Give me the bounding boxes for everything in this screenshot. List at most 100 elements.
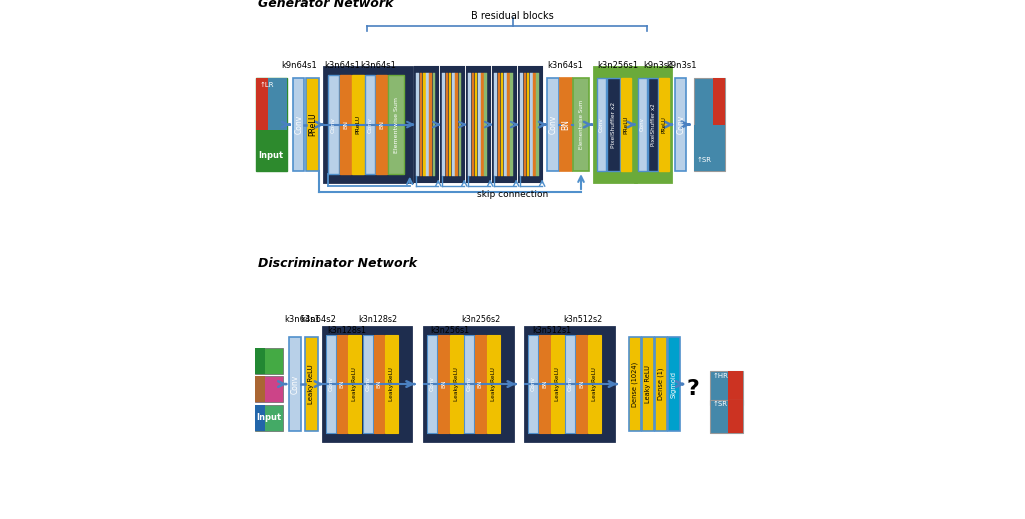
Text: ↑LR: ↑LR [259, 82, 275, 88]
Text: k3n64s1: k3n64s1 [324, 61, 360, 70]
Bar [607, 78, 620, 171]
Text: Leaky ReLU: Leaky ReLU [645, 365, 651, 403]
Text: PReLU: PReLU [308, 113, 317, 136]
Bar [348, 335, 362, 433]
Bar [468, 73, 470, 176]
Text: Conv: Conv [294, 115, 303, 134]
Text: ↑HR: ↑HR [712, 373, 728, 379]
Bar [324, 67, 412, 182]
Bar [597, 78, 606, 171]
Bar [485, 73, 487, 176]
Bar [449, 73, 451, 176]
Text: Conv: Conv [429, 377, 435, 391]
Text: Dense (1): Dense (1) [658, 368, 664, 400]
Bar [339, 75, 352, 174]
Bar [533, 73, 536, 176]
Text: PReLU: PReLU [661, 116, 666, 133]
Bar [289, 337, 300, 431]
Bar [304, 337, 318, 431]
Bar [674, 78, 687, 171]
Text: BN: BN [542, 380, 547, 388]
Bar [493, 67, 517, 182]
Text: k3n512s2: k3n512s2 [563, 316, 603, 324]
Bar [452, 73, 455, 176]
Text: BN: BN [441, 380, 446, 388]
Bar [709, 400, 743, 433]
Bar [712, 78, 726, 171]
Bar [694, 78, 726, 171]
Bar [478, 73, 481, 176]
Text: BN: BN [379, 120, 384, 129]
Text: PixelShuffler x2: PixelShuffler x2 [611, 102, 616, 147]
Text: Elementwise Sum: Elementwise Sum [578, 100, 583, 149]
Text: k9n3s1: k9n3s1 [643, 61, 673, 70]
Bar [254, 405, 283, 431]
Text: k3n128s1: k3n128s1 [327, 326, 366, 335]
Bar [450, 335, 462, 433]
Text: k9n3s1: k9n3s1 [666, 61, 696, 70]
Text: Input: Input [258, 151, 284, 160]
Text: Conv: Conv [290, 374, 299, 394]
Text: k9n64s1: k9n64s1 [281, 61, 317, 70]
Bar [439, 335, 449, 433]
Bar [565, 335, 575, 433]
Bar [326, 335, 336, 433]
Text: Conv: Conv [531, 377, 536, 391]
Bar [519, 67, 542, 182]
Bar [446, 73, 448, 176]
Bar [323, 327, 411, 441]
Text: PReLU: PReLU [623, 115, 628, 134]
Bar [255, 78, 287, 130]
Bar [526, 327, 614, 441]
Text: Dense (1024): Dense (1024) [631, 361, 639, 407]
Bar [528, 335, 538, 433]
Text: k3n64s1: k3n64s1 [547, 61, 583, 70]
Text: Conv: Conv [548, 115, 558, 134]
Bar [472, 73, 475, 176]
Bar [458, 73, 461, 176]
Bar [254, 405, 264, 431]
Bar [536, 73, 539, 176]
Text: PReLU: PReLU [356, 115, 361, 134]
Text: Input: Input [256, 413, 281, 422]
Text: B residual blocks: B residual blocks [472, 11, 554, 21]
Bar [504, 73, 506, 176]
Bar [547, 78, 559, 171]
Bar [494, 73, 497, 176]
Bar [455, 73, 458, 176]
Bar [497, 73, 500, 176]
Bar [643, 337, 654, 431]
Bar [587, 335, 601, 433]
Text: Conv: Conv [367, 117, 372, 132]
Text: BN: BN [376, 380, 381, 388]
Bar [337, 335, 347, 433]
Bar [363, 335, 373, 433]
Bar [254, 348, 283, 374]
Bar [510, 73, 514, 176]
Text: k3n256s1: k3n256s1 [430, 326, 469, 335]
Text: Generator Network: Generator Network [258, 0, 394, 10]
Bar [729, 400, 743, 433]
Bar [415, 67, 439, 182]
Bar [694, 125, 726, 171]
Text: k3n64s2: k3n64s2 [300, 316, 336, 324]
Text: k3n256s1: k3n256s1 [597, 61, 638, 70]
Bar [475, 73, 478, 176]
Bar [634, 67, 671, 182]
Text: Leaky ReLU: Leaky ReLU [491, 367, 495, 401]
Bar [729, 371, 743, 405]
Bar [424, 327, 512, 441]
Bar [524, 73, 526, 176]
Bar [443, 73, 445, 176]
Text: Conv: Conv [331, 117, 336, 132]
Text: skip connection: skip connection [477, 190, 548, 199]
Bar [501, 73, 503, 176]
Text: Conv: Conv [640, 118, 645, 131]
Text: k3n64s1: k3n64s1 [361, 61, 397, 70]
Bar [254, 348, 264, 374]
Text: Conv: Conv [599, 117, 604, 132]
Bar [638, 78, 647, 171]
Bar [527, 73, 529, 176]
Bar [487, 335, 499, 433]
Text: Discriminator Network: Discriminator Network [258, 257, 417, 270]
